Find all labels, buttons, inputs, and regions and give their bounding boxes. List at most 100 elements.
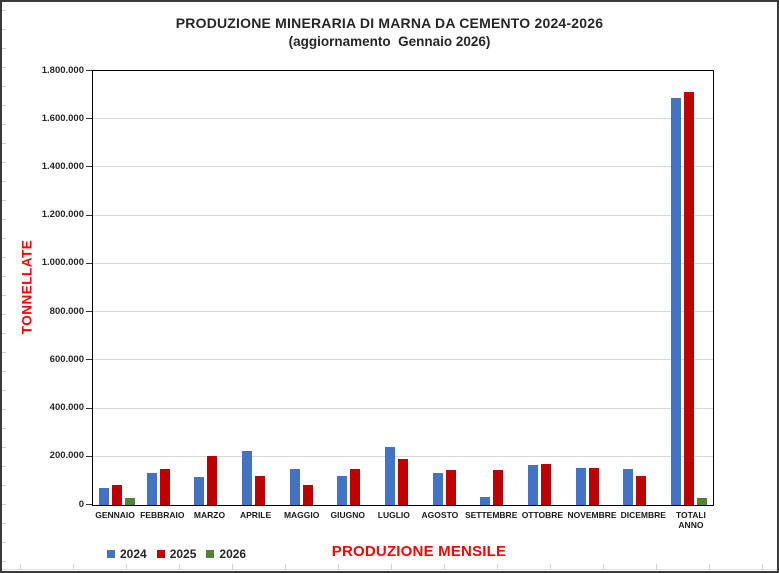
worksheet-column-tick (126, 564, 127, 570)
bar-2024-agosto[interactable] (432, 473, 443, 505)
bar-2025-settembre[interactable] (493, 470, 504, 505)
worksheet-row-tick (2, 447, 6, 448)
x-category-label: LUGLIO (377, 510, 410, 520)
y-tick (86, 504, 92, 505)
bar-2024-febbraio[interactable] (146, 473, 157, 505)
gridline (93, 359, 713, 361)
worksheet-row-tick (2, 181, 6, 182)
y-tick-label: 1.800.000 (41, 64, 84, 76)
bar-2026-gennaio[interactable] (124, 498, 135, 505)
worksheet-row-tick (2, 542, 6, 543)
bar-2024-settembre[interactable] (480, 496, 491, 505)
bar-2024-aprile[interactable] (241, 451, 252, 505)
worksheet-row-tick (2, 352, 6, 353)
bar-2025-ottobre[interactable] (541, 463, 552, 505)
x-category-label: MARZO (193, 510, 226, 520)
legend-swatch-2026 (206, 550, 215, 558)
bar-2024-marzo[interactable] (194, 476, 205, 505)
bar-2024-giugno[interactable] (337, 475, 348, 505)
category-slot-novembre (570, 468, 618, 505)
bar-2024-novembre[interactable] (575, 468, 586, 505)
worksheet-row-tick (2, 466, 6, 467)
category-slot-maggio (284, 468, 332, 505)
x-category-label: DICEMBRE (620, 510, 666, 520)
x-category-label: AGOSTO (421, 510, 459, 520)
y-tick (86, 166, 92, 168)
worksheet-row-tick (2, 523, 6, 524)
worksheet-row-tick (2, 29, 6, 30)
y-tick (86, 70, 92, 71)
worksheet-column-tick (656, 564, 657, 570)
worksheet-column-tick (603, 564, 604, 570)
bar-2025-giugno[interactable] (350, 468, 361, 505)
chart-title: PRODUZIONE MINERARIA DI MARNA DA CEMENTO… (175, 15, 604, 31)
y-tick (86, 455, 92, 457)
legend-item-2025[interactable]: 2025 (156, 547, 197, 561)
worksheet-row-tick (2, 162, 6, 163)
worksheet-row-tick (2, 124, 6, 125)
worksheet-row-tick (2, 10, 6, 11)
y-axis-title: TONNELLATE (19, 239, 35, 335)
y-tick-label: 1.600.000 (41, 112, 84, 124)
worksheet-row-tick (2, 219, 6, 220)
bar-2024-maggio[interactable] (289, 468, 300, 505)
bar-2025-totali-anno[interactable] (684, 92, 695, 505)
y-tick (86, 214, 92, 216)
y-tick-label: 1.400.000 (41, 160, 84, 172)
legend-swatch-2025 (156, 550, 165, 558)
plot-area (92, 70, 714, 506)
worksheet-row-tick (2, 257, 6, 258)
bar-2024-luglio[interactable] (384, 447, 395, 505)
worksheet-row-tick (2, 48, 6, 49)
bar-2025-marzo[interactable] (207, 455, 218, 505)
worksheet-row-tick (2, 428, 6, 429)
x-category-label: MAGGIO (283, 510, 320, 520)
y-tick (86, 262, 92, 264)
worksheet-column-tick (497, 564, 498, 570)
y-tick (86, 359, 92, 361)
bar-2024-totali-anno[interactable] (671, 97, 682, 505)
category-slot-giugno (331, 468, 379, 505)
x-category-label: GENNAIO (95, 510, 135, 520)
gridline (93, 455, 713, 457)
bar-2026-totali-anno[interactable] (697, 498, 708, 505)
legend-label-2024: 2024 (120, 547, 147, 561)
category-slot-gennaio (93, 484, 141, 505)
worksheet-row-tick (2, 200, 6, 201)
category-slot-totali-anno (665, 92, 713, 505)
worksheet-column-tick (762, 564, 763, 570)
bar-2025-aprile[interactable] (254, 475, 265, 505)
bar-2025-dicembre[interactable] (636, 476, 647, 505)
category-slot-febbraio (141, 469, 189, 505)
legend-item-2026[interactable]: 2026 (206, 547, 246, 561)
bar-2024-ottobre[interactable] (528, 464, 539, 505)
worksheet-row-tick (2, 105, 6, 106)
category-slot-luglio (379, 447, 427, 505)
bar-2024-dicembre[interactable] (623, 469, 634, 505)
worksheet-column-tick (550, 564, 551, 570)
worksheet-row-tick (2, 67, 6, 68)
legend-label-2026: 2026 (219, 547, 247, 561)
category-slot-dicembre (618, 469, 666, 505)
x-category-label: TOTALI ANNO (675, 510, 706, 530)
x-category-label: FEBBRAIO (140, 510, 185, 520)
gridline (93, 262, 713, 264)
x-category-label: NOVEMBRE (567, 510, 617, 520)
bar-2025-luglio[interactable] (397, 459, 408, 505)
legend-item-2024[interactable]: 2024 (107, 547, 147, 561)
bar-2025-maggio[interactable] (302, 485, 313, 505)
legend-label-2025: 2025 (169, 547, 197, 561)
worksheet-column-tick (391, 564, 392, 570)
worksheet-row-tick (2, 333, 6, 334)
bar-2025-novembre[interactable] (588, 468, 599, 505)
category-slot-marzo (188, 455, 236, 505)
worksheet-row-tick (2, 276, 6, 277)
bar-2024-gennaio[interactable] (98, 488, 109, 505)
bar-2025-agosto[interactable] (445, 470, 456, 505)
gridline (93, 407, 713, 409)
legend: 2024 2025 2026 (107, 547, 246, 561)
category-slot-agosto (427, 470, 475, 505)
bar-2025-gennaio[interactable] (111, 484, 122, 505)
bar-2025-febbraio[interactable] (159, 469, 170, 505)
gridline (93, 166, 713, 168)
